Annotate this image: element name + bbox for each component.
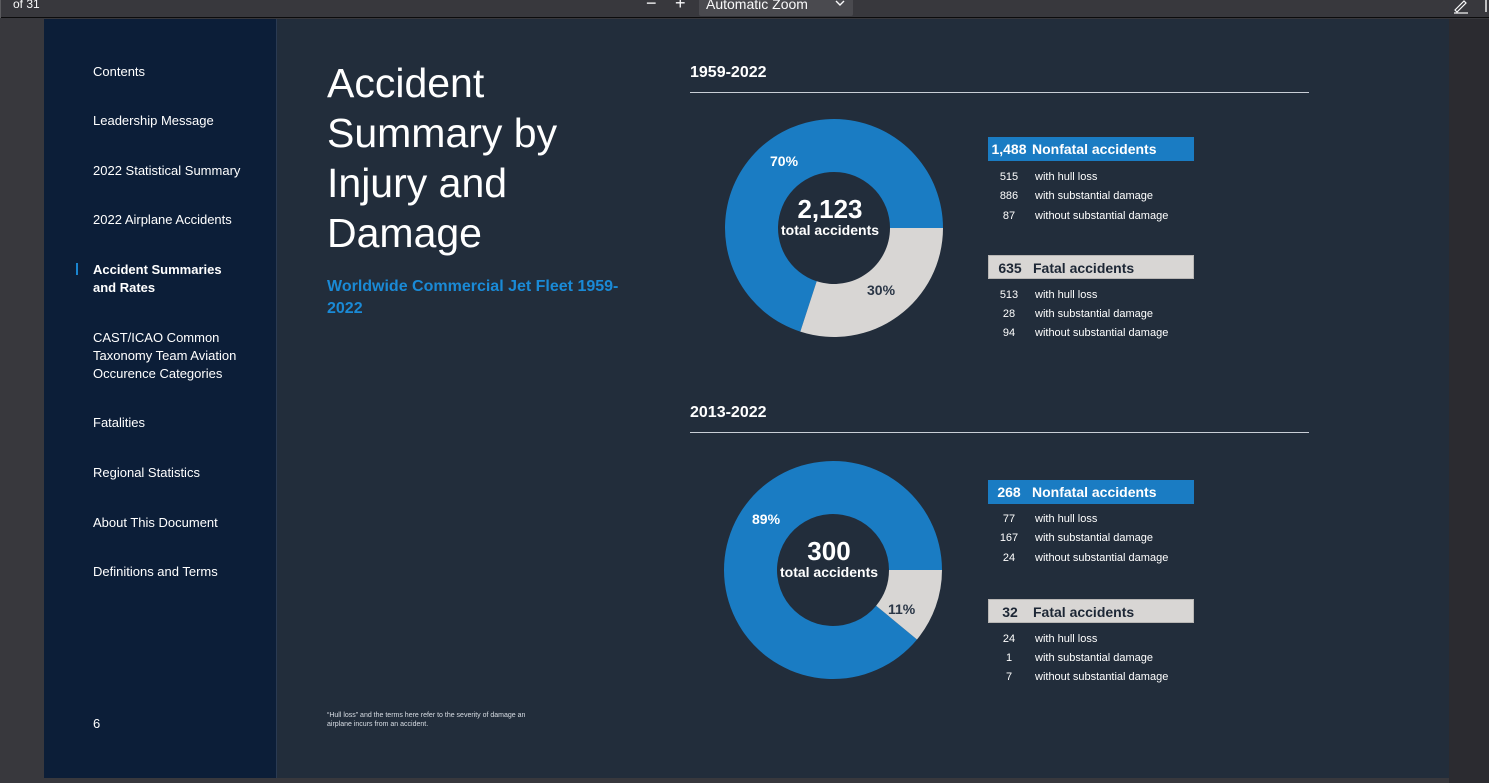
fatal-percent-label: 30%: [867, 282, 896, 298]
report-sidebar: Contents Leadership Message 2022 Statist…: [44, 19, 277, 778]
nonfatal-slice: [725, 118, 943, 332]
breakdown-label: with substantial damage: [1035, 190, 1154, 202]
fatal-percent-label: 11%: [888, 601, 916, 617]
page-number: 6: [93, 716, 101, 731]
tools-menu-icon[interactable]: [1483, 0, 1489, 14]
total-count: 2,123: [797, 194, 863, 224]
donut-svg: [724, 461, 942, 679]
breakdown-label: with hull loss: [1035, 171, 1098, 183]
nonfatal-count: 1,488: [991, 141, 1027, 157]
section-title-2013-2022: 2013-2022: [690, 404, 767, 421]
breakdown-label: with substantial damage: [1035, 532, 1154, 544]
draw-icon[interactable]: [1452, 0, 1470, 14]
fatal-label: Fatal accidents: [1033, 604, 1135, 620]
fatal-label: Fatal accidents: [1033, 260, 1135, 276]
nav-regional-statistics[interactable]: Regional Statistics: [93, 465, 200, 480]
breakdown-row: 515 with hull loss: [988, 169, 1228, 185]
pdf-toolbar: of 31 − + Automatic Zoom: [0, 0, 1489, 18]
fatal-slice: [876, 570, 942, 640]
page-title: Accident Summary by Injury and Damage: [327, 60, 558, 256]
nav-contents[interactable]: Contents: [93, 64, 146, 79]
fatal-accidents-bar: 32 Fatal accidents: [988, 599, 1194, 623]
section-title-1959-2022: 1959-2022: [690, 64, 767, 81]
breakdown-count: 513: [999, 289, 1019, 301]
nav-definitions[interactable]: Definitions and Terms: [93, 564, 218, 579]
nav-statistical-summary[interactable]: 2022 Statistical Summary: [93, 163, 241, 178]
nav-cast-icao[interactable]: CAST/ICAO Common Taxonomy Team Aviation …: [93, 330, 237, 381]
breakdown-label: with substantial damage: [1035, 308, 1154, 320]
breakdown-label: without substantial damage: [1035, 671, 1169, 683]
donut-chart-2013-2022: [722, 459, 944, 681]
nav-airplane-accidents[interactable]: 2022 Airplane Accidents: [93, 212, 232, 227]
nonfatal-label: Nonfatal accidents: [1032, 484, 1157, 500]
breakdown-count: 28: [1002, 308, 1016, 320]
breakdown-row: 1 with substantial damage: [988, 650, 1228, 666]
nonfatal-count: 268: [997, 484, 1021, 500]
breakdown-count: 94: [1002, 327, 1016, 339]
nonfatal-percent-label: 89%: [752, 511, 781, 527]
breakdown-label: without substantial damage: [1035, 327, 1169, 339]
breakdown-count: 7: [1005, 671, 1013, 683]
breakdown-row: 7 without substantial damage: [988, 669, 1228, 685]
breakdown-row: 87 without substantial damage: [988, 208, 1228, 224]
nav-accident-summaries[interactable]: Accident Summaries and Rates: [93, 262, 222, 295]
nav-fatalities[interactable]: Fatalities: [93, 415, 146, 430]
fatal-count: 635: [998, 260, 1022, 276]
donut-svg: [725, 118, 943, 337]
fatal-slice: [800, 228, 943, 337]
breakdown-row: 24 with hull loss: [988, 631, 1228, 647]
nonfatal-percent-label: 70%: [770, 153, 799, 169]
active-nav-marker: [76, 263, 78, 275]
nav-about-document[interactable]: About This Document: [93, 515, 218, 530]
breakdown-row: 167 with substantial damage: [988, 530, 1228, 546]
fatal-accidents-bar: 635 Fatal accidents: [988, 255, 1194, 279]
breakdown-row: 24 without substantial damage: [988, 550, 1228, 566]
zoom-select-value: Automatic Zoom: [706, 0, 808, 12]
page-subtitle: Worldwide Commercial Jet Fleet 1959-2022: [327, 278, 619, 317]
breakdown-count: 1: [1005, 652, 1013, 664]
zoom-in-button[interactable]: +: [675, 0, 686, 13]
nonfatal-slice: [724, 461, 942, 679]
breakdown-count: 167: [999, 532, 1019, 544]
breakdown-label: without substantial damage: [1035, 552, 1169, 564]
pdf-viewer[interactable]: Contents Leadership Message 2022 Statist…: [0, 19, 1489, 783]
nonfatal-label: Nonfatal accidents: [1032, 141, 1157, 157]
breakdown-count: 87: [1002, 210, 1016, 222]
fatal-count: 32: [1002, 604, 1018, 620]
toolbar-divider: [0, 0, 1, 18]
breakdown-count: 24: [1002, 633, 1016, 645]
footnote: “Hull loss” and the terms here refer to …: [327, 712, 526, 728]
breakdown-count: 24: [1002, 552, 1016, 564]
section-rule: [690, 92, 1309, 93]
zoom-out-button[interactable]: −: [646, 0, 657, 13]
viewer-scrollbar-area[interactable]: [1449, 19, 1489, 783]
breakdown-label: with substantial damage: [1035, 652, 1154, 664]
donut-chart-1959-2022: [723, 117, 945, 339]
nonfatal-accidents-bar: 1,488 Nonfatal accidents: [988, 137, 1194, 161]
zoom-select[interactable]: Automatic Zoom: [699, 0, 853, 16]
total-count: 300: [807, 536, 851, 566]
breakdown-count: 77: [1002, 513, 1016, 525]
breakdown-label: with hull loss: [1035, 633, 1098, 645]
total-accidents-2013-2022: 300 total accidents: [774, 537, 884, 580]
nav-leadership-message[interactable]: Leadership Message: [93, 113, 214, 128]
breakdown-row: 513 with hull loss: [988, 287, 1228, 303]
breakdown-count: 886: [999, 190, 1019, 202]
breakdown-label: with hull loss: [1035, 513, 1098, 525]
page-count: of 31: [13, 0, 40, 11]
breakdown-row: 77 with hull loss: [988, 511, 1228, 527]
breakdown-row: 28 with substantial damage: [988, 306, 1228, 322]
chevron-down-icon: [835, 0, 845, 6]
breakdown-count: 515: [999, 171, 1019, 183]
total-label: total accidents: [779, 564, 879, 580]
breakdown-row: 886 with substantial damage: [988, 188, 1228, 204]
total-accidents-1959-2022: 2,123 total accidents: [775, 195, 885, 238]
section-rule: [690, 432, 1309, 433]
total-label: total accidents: [780, 222, 880, 238]
breakdown-label: without substantial damage: [1035, 210, 1169, 222]
nonfatal-accidents-bar: 268 Nonfatal accidents: [988, 480, 1194, 504]
pdf-page: Contents Leadership Message 2022 Statist…: [44, 19, 1449, 778]
breakdown-label: with hull loss: [1035, 289, 1098, 301]
breakdown-row: 94 without substantial damage: [988, 325, 1228, 341]
